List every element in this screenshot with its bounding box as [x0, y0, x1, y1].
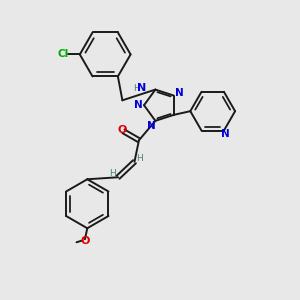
Text: N: N: [147, 121, 156, 131]
Text: O: O: [80, 236, 90, 246]
Text: N: N: [221, 129, 230, 139]
Text: H: H: [136, 154, 143, 163]
Text: N: N: [137, 83, 146, 94]
Text: H: H: [109, 169, 116, 178]
Text: N: N: [175, 88, 184, 98]
Text: N: N: [134, 100, 143, 110]
Text: H: H: [133, 85, 140, 94]
Text: O: O: [117, 125, 127, 135]
Text: Cl: Cl: [57, 50, 68, 59]
